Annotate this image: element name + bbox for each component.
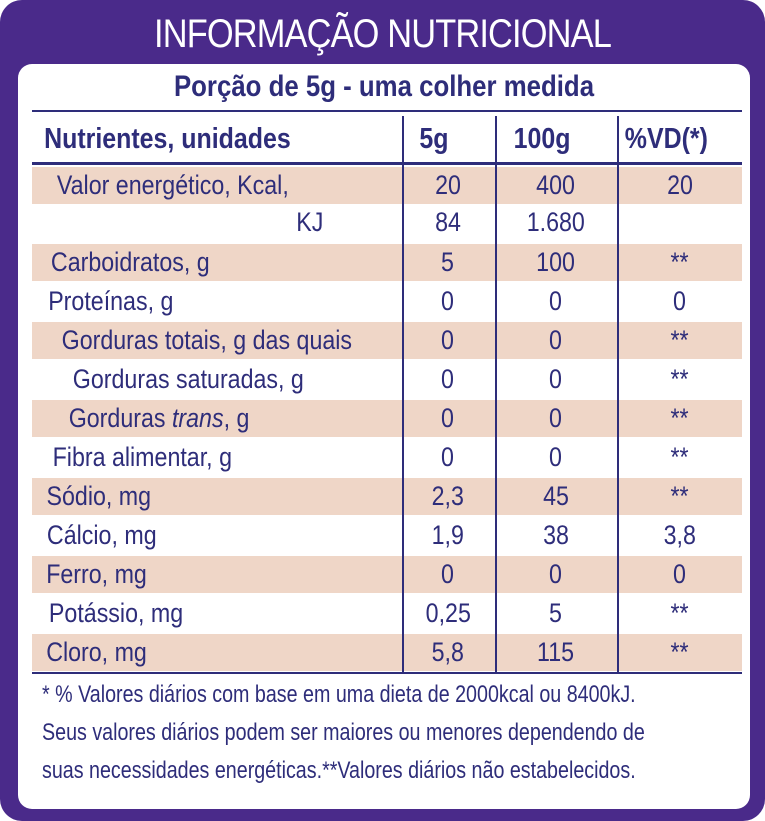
table-row: Gorduras saturadas, g 0 0 ** bbox=[72, 364, 690, 394]
table-row: Gorduras trans, g 0 0 ** bbox=[32, 400, 742, 437]
table-row: Proteínas, g 0 0 0 bbox=[48, 286, 687, 316]
table-row: KJ 84 1.680 bbox=[296, 207, 586, 237]
footnote: * % Valores diários com base em uma diet… bbox=[42, 676, 742, 790]
label-title: INFORMAÇÃO NUTRICIONAL bbox=[154, 12, 612, 56]
header-divider bbox=[32, 162, 742, 165]
portion-size: Porção de 5g - uma colher medida bbox=[173, 70, 595, 103]
nutrition-table-card: Porção de 5g - uma colher medida Nutrien… bbox=[18, 64, 750, 809]
table-row: Carboidratos, g 5 100 ** bbox=[32, 244, 742, 281]
header-daily-value: %VD(*) bbox=[624, 123, 708, 155]
portion-divider bbox=[32, 110, 742, 112]
table-row: Ferro, mg 0 0 0 bbox=[32, 556, 742, 593]
header-nutrient: Nutrientes, unidades bbox=[44, 123, 291, 155]
footnote-line: suas necessidades energéticas.**Valores … bbox=[42, 757, 636, 784]
column-divider-5g bbox=[402, 116, 404, 672]
table-row: Valor energético, Kcal, 20 400 20 bbox=[32, 167, 742, 204]
header-per-5g: 5g bbox=[419, 123, 449, 155]
footnote-line: * % Valores diários com base em uma diet… bbox=[42, 681, 636, 708]
table-row: Gorduras totais, g das quais 0 0 ** bbox=[32, 322, 742, 359]
table-row: Cloro, mg 5,8 115 ** bbox=[32, 634, 742, 671]
column-divider-100g bbox=[495, 116, 497, 672]
table-row: Cálcio, mg 1,9 38 3,8 bbox=[46, 520, 697, 550]
column-divider-vd bbox=[617, 116, 619, 672]
footnote-line: Seus valores diários podem ser maiores o… bbox=[42, 719, 645, 746]
table-row: Fibra alimentar, g 0 0 ** bbox=[52, 442, 690, 472]
table-row: Sódio, mg 2,3 45 ** bbox=[32, 478, 742, 515]
header-per-100g: 100g bbox=[513, 123, 571, 155]
table-bottom-divider bbox=[32, 672, 742, 674]
table-row: Potássio, mg 0,25 5 ** bbox=[48, 598, 690, 628]
